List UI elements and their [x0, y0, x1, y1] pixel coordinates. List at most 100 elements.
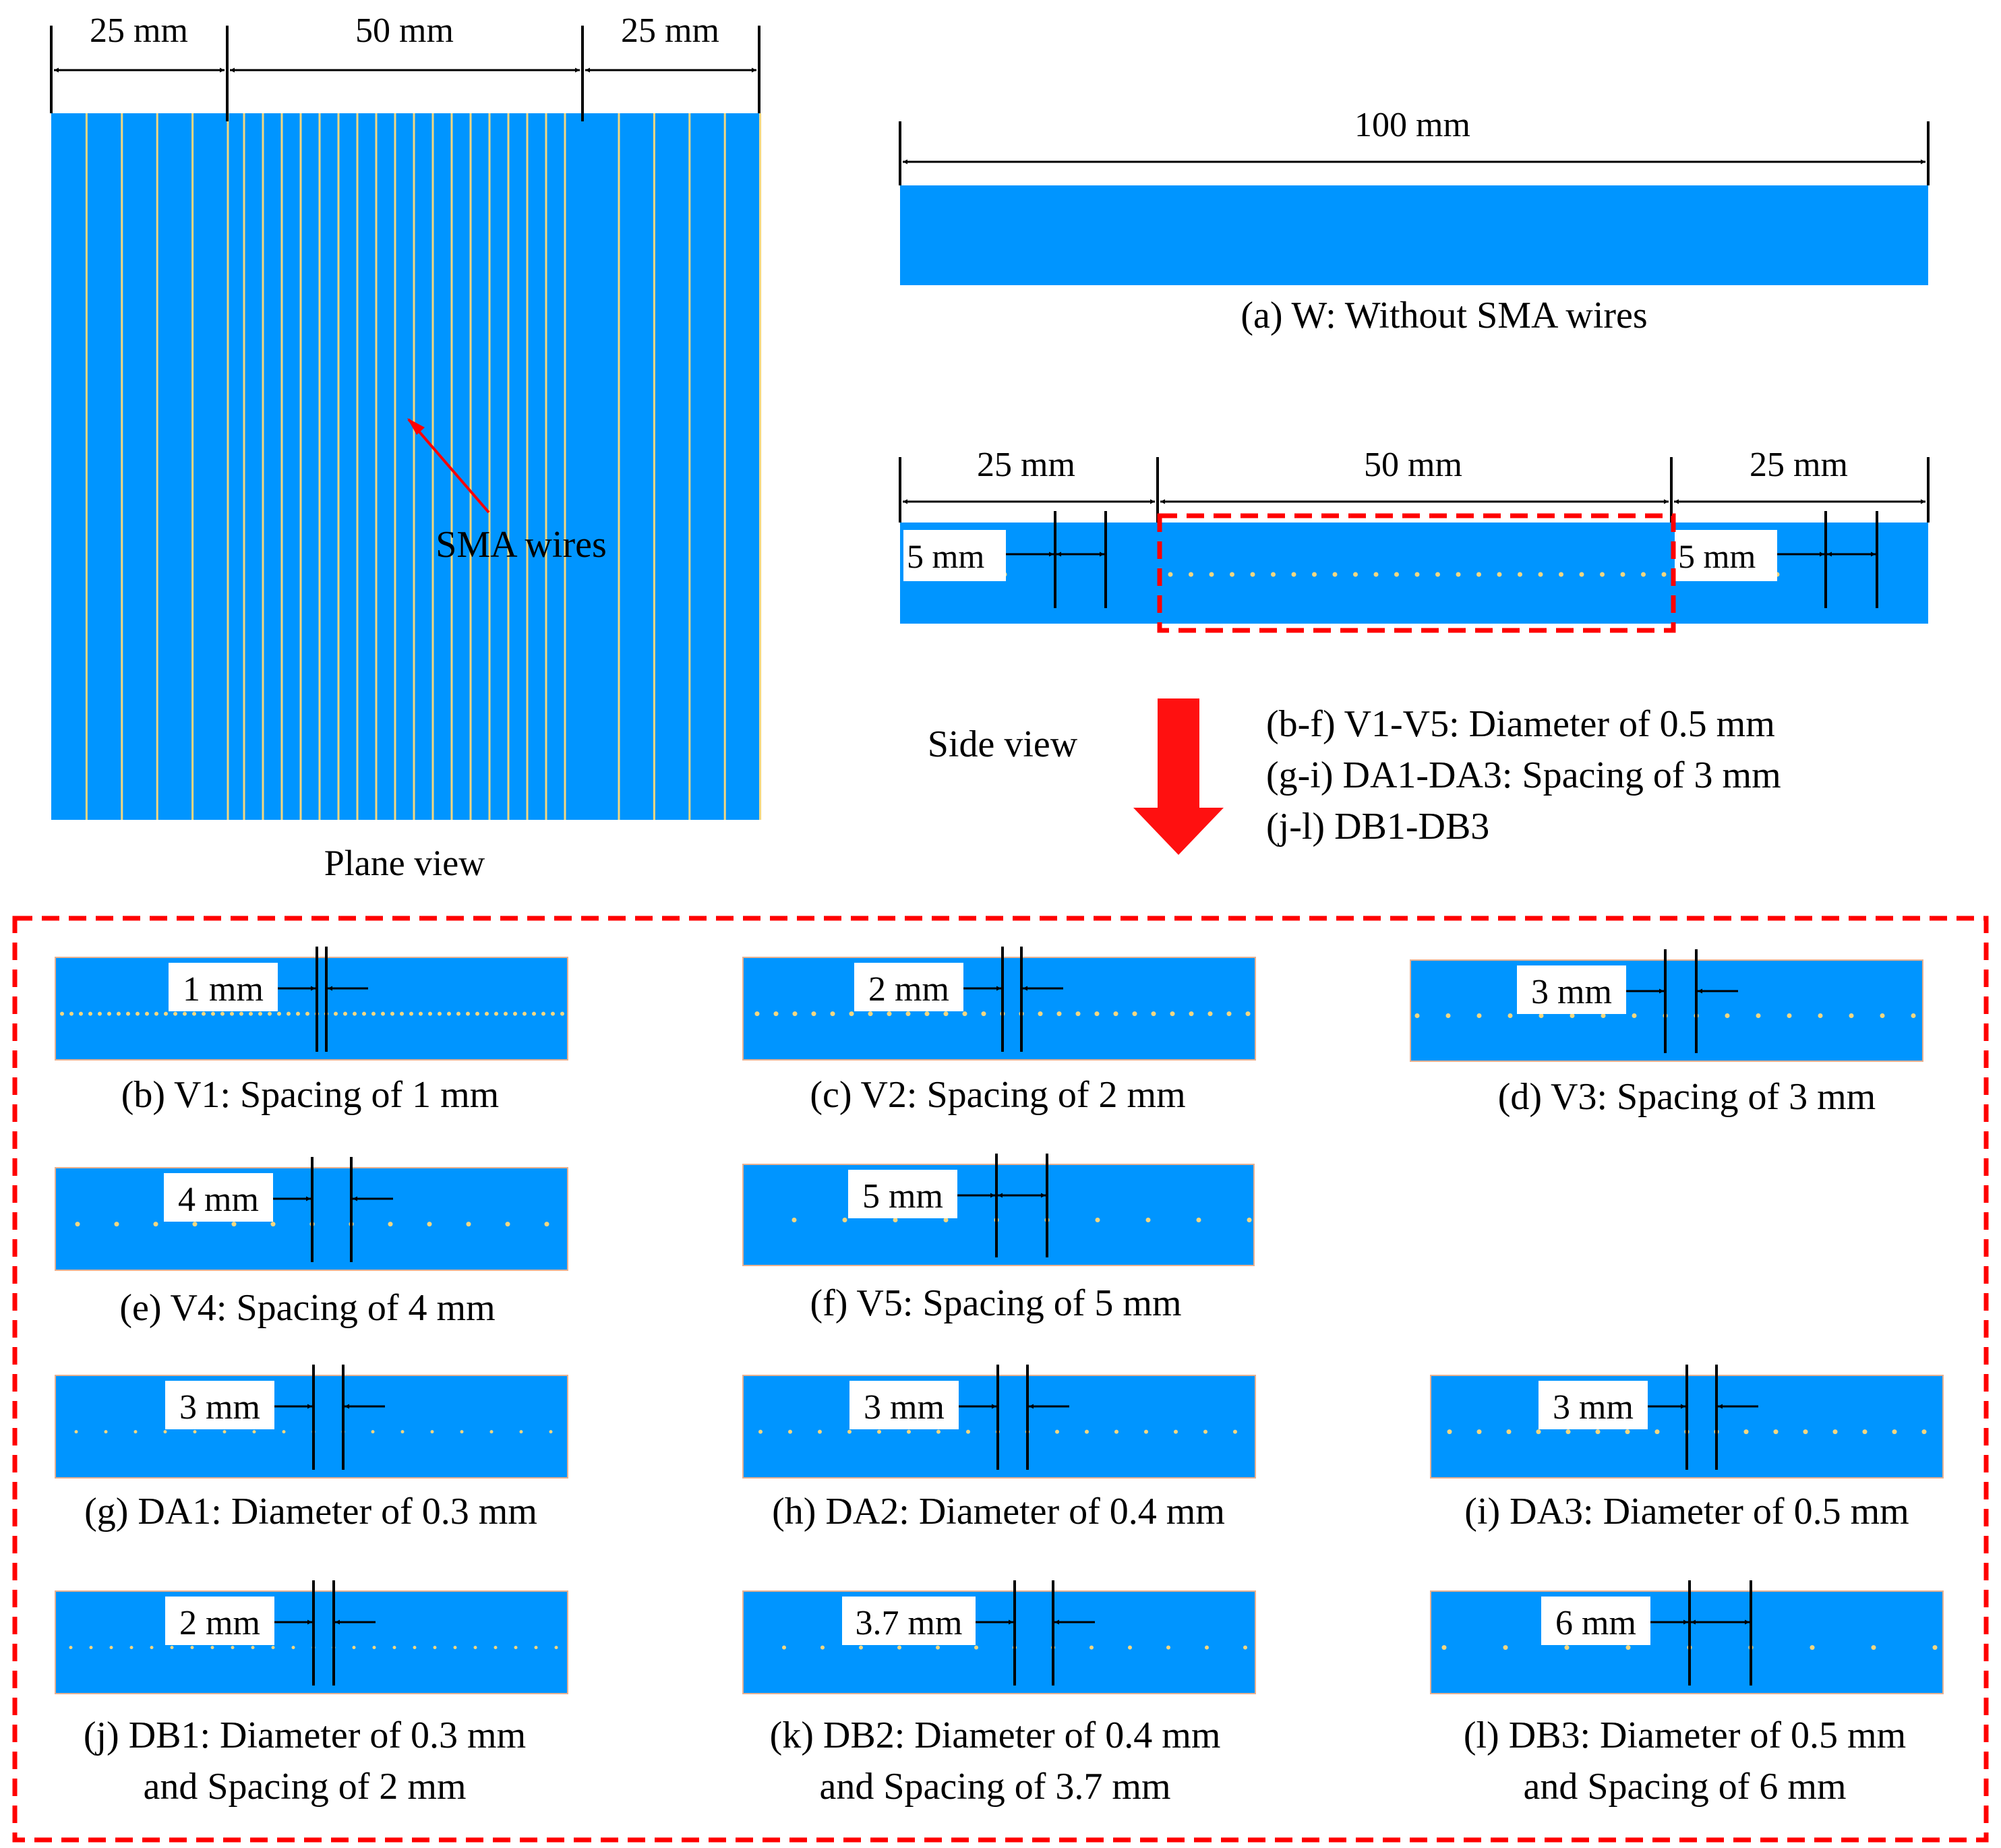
- specimen-wire-dot-26: [305, 1011, 309, 1016]
- specimen-wire-dot-42: [456, 1011, 460, 1016]
- specimen-wire-dot-20: [249, 1011, 253, 1016]
- down-arrow: [1133, 698, 1224, 855]
- specimen-wire-dot-5: [270, 1222, 276, 1227]
- specimen-wire-dot-5: [170, 1646, 174, 1650]
- specimen-caption-line-0: (d) V3: Spacing of 3 mm: [1498, 1076, 1876, 1118]
- specimen-wire-dot-5: [849, 1011, 854, 1017]
- specimen-wire-dot-22: [268, 1011, 272, 1016]
- specimen-wire-dot-6: [936, 1429, 940, 1434]
- specimen-wire-dot-53: [560, 1011, 564, 1016]
- plane-dim-label-middle: 50 mm: [355, 11, 454, 50]
- specimen-panel-f: 5 mm (f) V5: Spacing of 5 mm: [742, 1154, 1255, 1324]
- ref-wire-dot-20: [1538, 572, 1543, 577]
- legend-line-2: (g-i) DA1-DA3: Spacing of 3 mm: [1266, 754, 1781, 796]
- ref-wire-dot-23: [1600, 572, 1605, 577]
- specimen-wire-dot-18: [433, 1646, 437, 1650]
- specimen-wire-dot-3: [811, 1011, 816, 1017]
- specimen-wire-dot-26: [1245, 1011, 1251, 1017]
- specimen-wire-dot-4: [877, 1429, 881, 1434]
- specimen-wire-dot-10: [943, 1011, 949, 1017]
- specimen-wire-dot-24: [1207, 1011, 1213, 1017]
- side-dim-label-middle: 50 mm: [1364, 446, 1462, 484]
- specimen-wire-dot-2: [79, 1011, 83, 1016]
- specimen-wire-dot-35: [390, 1011, 394, 1016]
- side-dim-label-right: 25 mm: [1750, 446, 1848, 484]
- specimen-wire-dot-4: [1539, 1013, 1544, 1018]
- specimen-wire-dot-4: [193, 1430, 197, 1434]
- specimen-wire-dot-12: [1114, 1429, 1118, 1434]
- spacing-label-bg: [848, 1170, 957, 1218]
- specimen-wire-dot-3: [1536, 1429, 1541, 1435]
- plane-dim-label-left: 25 mm: [90, 11, 188, 50]
- specimen-wire-dot-12: [981, 1011, 986, 1017]
- specimen-wire-dot-37: [409, 1011, 413, 1016]
- specimen-wire-dot-10: [466, 1222, 471, 1227]
- specimen-panel-i: 3 mm (i) DA3: Diameter of 0.5 mm: [1430, 1365, 1944, 1532]
- side-view-title: Side view: [928, 723, 1078, 765]
- specimen-wire-dot-39: [428, 1011, 432, 1016]
- spacing-label: 3 mm: [179, 1388, 260, 1427]
- specimen-wire-dot-1: [114, 1222, 119, 1227]
- specimen-wire-dot-25: [1226, 1011, 1232, 1017]
- specimen-wire-dot-50: [532, 1011, 536, 1016]
- specimen-wire-dot-2: [153, 1222, 158, 1227]
- specimen-wire-dot-3: [1625, 1645, 1631, 1650]
- specimen-wire-dot-8: [388, 1222, 393, 1227]
- specimen-wire-dot-1: [773, 1011, 779, 1017]
- specimen-wire-dot-15: [372, 1646, 376, 1650]
- side-right-spacing-label: 5 mm: [1678, 537, 1756, 575]
- specimen-caption-line-0: (g) DA1: Diameter of 0.3 mm: [84, 1491, 537, 1532]
- panel-a-plate: [900, 185, 1928, 285]
- specimen-wire-dot-2: [109, 1646, 113, 1650]
- specimen-wire-dot-8: [905, 1011, 911, 1017]
- ref-wire-dot-7: [1271, 572, 1276, 577]
- specimen-wire-dot-13: [183, 1011, 187, 1016]
- spacing-label-bg: [849, 1381, 959, 1429]
- specimen-wire-dot-6: [1095, 1218, 1100, 1222]
- specimen-wire-dot-38: [419, 1011, 423, 1016]
- panel-a-dim-label: 100 mm: [1354, 106, 1470, 144]
- specimen-wire-dot-2: [133, 1430, 138, 1434]
- specimen-wire-dot-22: [514, 1646, 518, 1650]
- specimen-wire-dot-5: [222, 1430, 227, 1434]
- ref-wire-dot-13: [1394, 572, 1399, 577]
- spacing-label-bg: [169, 963, 278, 1011]
- specimen-panel-l: 6 mm (l) DB3: Diameter of 0.5 mm and Spaci…: [1430, 1580, 1944, 1808]
- specimen-wire-dot-9: [251, 1646, 255, 1650]
- sma-wires-label: SMA wires: [436, 524, 607, 566]
- specimen-wire-dot-11: [164, 1011, 168, 1016]
- side-left-spacing-label: 5 mm: [907, 537, 984, 575]
- specimen-wire-dot-12: [430, 1430, 434, 1434]
- side-view-reference: 25 mm 50 mm 25 mm 5 mm 5 mm: [899, 446, 1930, 633]
- sma-wires-pointer-head: [407, 418, 425, 435]
- specimen-wire-dot-46: [494, 1011, 498, 1016]
- ref-wire-dot-24: [1620, 572, 1625, 577]
- specimen-panel-h: 3 mm (h) DA2: Diameter of 0.4 mm: [742, 1365, 1256, 1532]
- specimen-wire-dot-15: [1880, 1013, 1885, 1018]
- specimen-wire-dot-5: [1595, 1429, 1601, 1435]
- specimen-wire-dot-5: [107, 1011, 111, 1016]
- specimen-wire-dot-1: [1503, 1645, 1508, 1650]
- specimen-wire-dot-14: [1174, 1429, 1178, 1434]
- ref-wire-dot-16: [1456, 572, 1461, 577]
- specimen-wire-dot-4: [98, 1011, 102, 1016]
- spacing-label: 4 mm: [178, 1181, 259, 1219]
- specimen-wire-dot-23: [1189, 1011, 1194, 1017]
- specimen-panel-k: 3.7 mm (k) DB2: Diameter of 0.4 mm and Spa…: [742, 1580, 1256, 1808]
- spacing-label: 2 mm: [179, 1604, 260, 1642]
- specimen-wire-dot-2: [792, 1011, 798, 1017]
- specimen-plate: [55, 1375, 568, 1479]
- specimen-wire-dot-1: [89, 1646, 93, 1650]
- specimen-wire-dot-15: [1892, 1429, 1897, 1435]
- spacing-label-bg: [165, 1597, 274, 1645]
- ref-wire-dot-19: [1518, 572, 1522, 577]
- specimen-wire-dot-9: [1247, 1218, 1252, 1222]
- specimen-wire-dot-14: [489, 1430, 494, 1434]
- spacing-label-bg: [854, 963, 963, 1011]
- specimen-wire-dot-25: [296, 1011, 300, 1016]
- specimen-wire-dot-30: [343, 1011, 347, 1016]
- specimen-wire-dot-12: [173, 1011, 177, 1016]
- specimens-frame: [12, 916, 1989, 1843]
- specimen-caption-line-0: (i) DA3: Diameter of 0.5 mm: [1464, 1491, 1909, 1532]
